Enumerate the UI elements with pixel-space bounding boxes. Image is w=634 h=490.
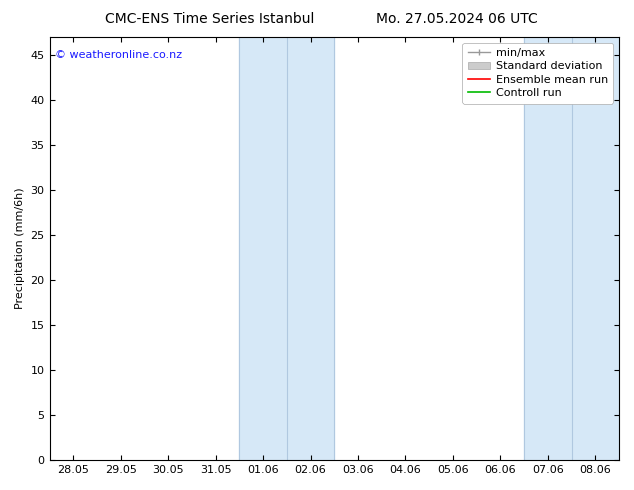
Text: Mo. 27.05.2024 06 UTC: Mo. 27.05.2024 06 UTC [375,12,538,26]
Bar [240,37,334,460]
Y-axis label: Precipitation (mm/6h): Precipitation (mm/6h) [15,188,25,309]
Text: CMC-ENS Time Series Istanbul: CMC-ENS Time Series Istanbul [105,12,314,26]
Bar [524,37,619,460]
Legend: min/max, Standard deviation, Ensemble mean run, Controll run: min/max, Standard deviation, Ensemble me… [462,43,614,104]
Text: © weatheronline.co.nz: © weatheronline.co.nz [55,50,183,60]
